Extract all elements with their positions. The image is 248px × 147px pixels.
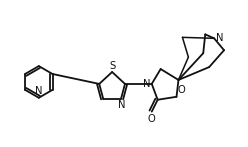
Text: O: O: [148, 114, 155, 124]
Text: N: N: [143, 79, 150, 89]
Text: N: N: [35, 86, 43, 96]
Text: S: S: [109, 61, 115, 71]
Text: O: O: [178, 85, 186, 95]
Text: N: N: [118, 100, 126, 110]
Text: N: N: [216, 33, 224, 43]
